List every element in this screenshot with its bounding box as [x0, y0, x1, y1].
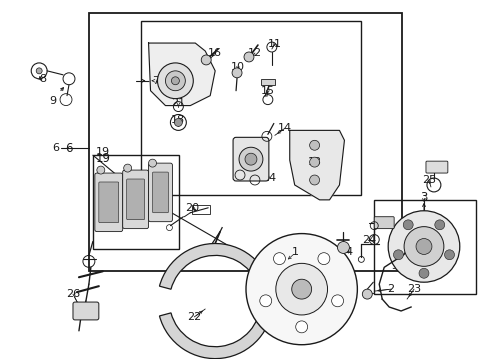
Circle shape	[362, 289, 372, 299]
Circle shape	[246, 234, 357, 345]
Circle shape	[403, 220, 413, 230]
Bar	[93, 155, 179, 249]
Text: 2: 2	[388, 284, 395, 294]
Text: 5: 5	[392, 261, 399, 271]
Circle shape	[435, 220, 445, 230]
Circle shape	[166, 71, 185, 91]
FancyBboxPatch shape	[127, 179, 145, 220]
Text: 13: 13	[308, 157, 321, 167]
Text: 16: 16	[208, 48, 222, 58]
FancyBboxPatch shape	[73, 302, 99, 320]
FancyBboxPatch shape	[95, 173, 122, 231]
Text: 14: 14	[263, 173, 277, 183]
Text: 25: 25	[422, 175, 436, 185]
Circle shape	[310, 175, 319, 185]
Text: 14: 14	[278, 123, 292, 134]
Text: 3: 3	[420, 192, 428, 204]
Circle shape	[260, 295, 272, 307]
Polygon shape	[148, 43, 215, 105]
Circle shape	[172, 77, 179, 85]
Circle shape	[273, 253, 286, 265]
Bar	[141, 21, 361, 195]
Circle shape	[174, 118, 182, 126]
Text: 9: 9	[49, 96, 57, 105]
Text: 12: 12	[248, 48, 262, 58]
Text: 15: 15	[261, 86, 275, 96]
Text: 19: 19	[96, 147, 110, 157]
Circle shape	[232, 68, 242, 78]
Text: 7: 7	[152, 76, 159, 86]
Text: 1: 1	[292, 247, 299, 257]
Polygon shape	[290, 130, 344, 200]
Text: 18: 18	[172, 116, 185, 126]
Circle shape	[404, 227, 444, 266]
Text: 26: 26	[66, 289, 80, 299]
FancyBboxPatch shape	[233, 137, 269, 181]
Circle shape	[148, 159, 156, 167]
Circle shape	[419, 268, 429, 278]
Circle shape	[36, 68, 42, 74]
Text: 24: 24	[362, 234, 376, 244]
Bar	[374, 200, 476, 294]
Text: 11: 11	[268, 39, 282, 49]
Circle shape	[393, 250, 403, 260]
Circle shape	[416, 239, 432, 255]
Circle shape	[295, 321, 308, 333]
Bar	[89, 13, 402, 271]
Text: 10: 10	[231, 62, 245, 72]
FancyBboxPatch shape	[99, 182, 119, 223]
Circle shape	[310, 140, 319, 150]
Text: 4: 4	[346, 247, 353, 257]
Text: 23: 23	[407, 284, 421, 294]
Circle shape	[332, 295, 343, 307]
Circle shape	[292, 279, 312, 299]
Text: 21: 21	[172, 98, 185, 108]
Circle shape	[201, 55, 211, 65]
Circle shape	[244, 52, 254, 62]
FancyBboxPatch shape	[122, 170, 148, 229]
Bar	[192, 205, 210, 214]
Circle shape	[338, 242, 349, 253]
Text: 19: 19	[96, 152, 110, 165]
FancyBboxPatch shape	[374, 217, 394, 229]
Text: 20: 20	[185, 203, 199, 213]
Circle shape	[388, 211, 460, 282]
Text: 17: 17	[238, 163, 252, 173]
Circle shape	[276, 264, 327, 315]
Bar	[261, 79, 275, 85]
Circle shape	[239, 147, 263, 171]
Circle shape	[318, 253, 330, 265]
Text: 8: 8	[40, 74, 47, 84]
FancyBboxPatch shape	[426, 161, 448, 173]
Circle shape	[444, 250, 455, 260]
Text: 6: 6	[52, 143, 60, 153]
Text: 22: 22	[187, 312, 201, 322]
Wedge shape	[159, 243, 273, 359]
Circle shape	[310, 157, 319, 167]
Circle shape	[245, 153, 257, 165]
Circle shape	[97, 166, 105, 174]
Circle shape	[157, 63, 193, 99]
FancyBboxPatch shape	[148, 163, 172, 222]
Circle shape	[123, 164, 132, 172]
FancyBboxPatch shape	[152, 172, 169, 213]
Text: 6: 6	[65, 142, 73, 155]
